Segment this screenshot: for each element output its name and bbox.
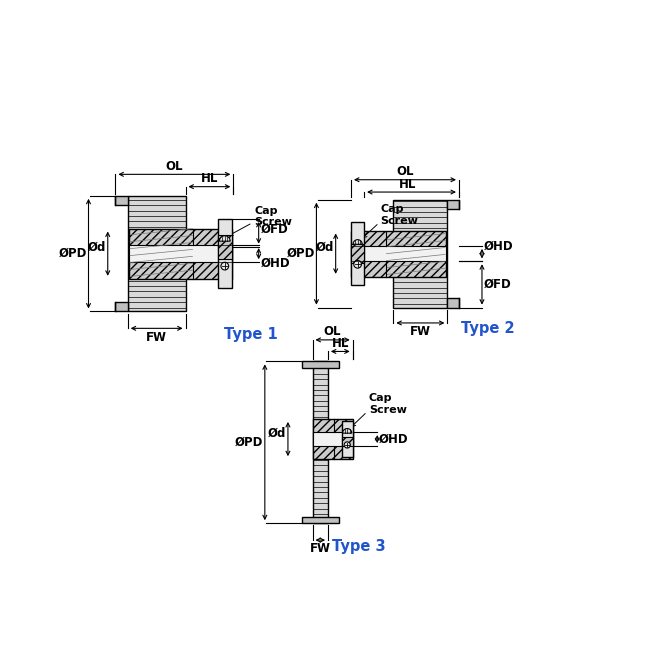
Bar <box>351 230 446 277</box>
Text: Cap
Screw: Cap Screw <box>254 206 292 227</box>
Bar <box>313 361 328 523</box>
Text: Ød: Ød <box>316 241 334 254</box>
Text: Type 2: Type 2 <box>461 322 515 336</box>
Polygon shape <box>115 196 128 205</box>
Bar <box>313 419 352 459</box>
Polygon shape <box>448 298 459 308</box>
Text: ØHD: ØHD <box>484 239 513 253</box>
Text: HL: HL <box>399 178 416 190</box>
Bar <box>393 200 448 308</box>
Polygon shape <box>342 429 352 433</box>
Text: ØPD: ØPD <box>58 247 87 260</box>
Text: OL: OL <box>396 165 414 178</box>
Text: Ød: Ød <box>268 426 286 440</box>
Text: Cap
Screw: Cap Screw <box>381 204 419 226</box>
Bar <box>351 245 364 263</box>
Text: ØPD: ØPD <box>235 436 263 449</box>
Circle shape <box>344 442 350 448</box>
Bar <box>342 421 352 458</box>
Polygon shape <box>448 200 459 209</box>
Text: FW: FW <box>146 331 167 344</box>
Text: FW: FW <box>310 543 331 555</box>
Polygon shape <box>353 240 362 245</box>
Text: OL: OL <box>324 326 341 338</box>
Text: ØFD: ØFD <box>484 278 511 291</box>
Bar <box>129 245 232 262</box>
Text: Cap
Screw: Cap Screw <box>369 393 407 415</box>
Bar <box>342 438 352 446</box>
Polygon shape <box>219 236 230 241</box>
Bar <box>351 222 364 285</box>
Bar <box>218 235 232 259</box>
Bar <box>351 246 446 261</box>
Bar <box>128 196 186 312</box>
Text: ØHD: ØHD <box>379 433 409 446</box>
Polygon shape <box>302 517 339 523</box>
Text: ØHD: ØHD <box>260 257 290 269</box>
Text: OL: OL <box>165 160 183 173</box>
Text: ØPD: ØPD <box>287 247 315 260</box>
Text: FW: FW <box>410 325 431 338</box>
Bar <box>313 432 352 446</box>
Text: Ød: Ød <box>88 241 107 254</box>
Circle shape <box>354 261 362 268</box>
Polygon shape <box>115 302 128 312</box>
Bar <box>218 219 232 288</box>
Circle shape <box>221 262 228 270</box>
Text: HL: HL <box>332 337 349 350</box>
Text: HL: HL <box>201 172 218 185</box>
Bar <box>129 228 232 279</box>
Text: Type 1: Type 1 <box>224 327 278 342</box>
Polygon shape <box>302 361 339 368</box>
Text: ØFD: ØFD <box>260 222 288 235</box>
Text: Type 3: Type 3 <box>332 539 385 553</box>
